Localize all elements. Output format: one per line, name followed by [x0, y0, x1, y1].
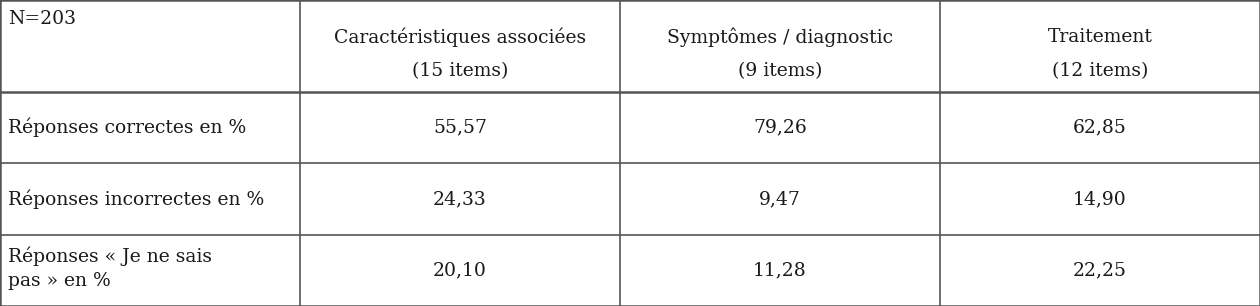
Text: Traitement: Traitement [1047, 28, 1153, 46]
Text: Réponses incorrectes en %: Réponses incorrectes en % [8, 189, 265, 209]
Text: 14,90: 14,90 [1074, 190, 1126, 208]
Text: 79,26: 79,26 [753, 119, 806, 137]
Text: (12 items): (12 items) [1052, 62, 1148, 80]
Text: Symptômes / diagnostic: Symptômes / diagnostic [667, 28, 893, 47]
Text: (15 items): (15 items) [412, 62, 508, 80]
Text: 24,33: 24,33 [433, 190, 486, 208]
Text: N=203: N=203 [8, 10, 76, 28]
Text: Réponses « Je ne sais
pas » en %: Réponses « Je ne sais pas » en % [8, 247, 212, 290]
Text: 9,47: 9,47 [759, 190, 801, 208]
Text: Réponses correctes en %: Réponses correctes en % [8, 118, 246, 137]
Text: 22,25: 22,25 [1074, 261, 1126, 279]
Text: 11,28: 11,28 [753, 261, 806, 279]
Text: Caractéristiques associées: Caractéristiques associées [334, 28, 586, 47]
Text: (9 items): (9 items) [738, 62, 822, 80]
Text: 20,10: 20,10 [433, 261, 486, 279]
Text: 62,85: 62,85 [1074, 119, 1126, 137]
Text: 55,57: 55,57 [433, 119, 486, 137]
